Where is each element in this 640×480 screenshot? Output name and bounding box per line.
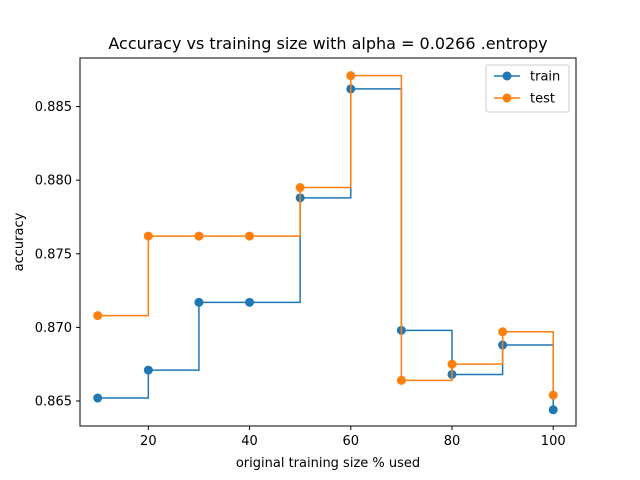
- data-point-test-50: [295, 183, 305, 193]
- legend: train test: [485, 64, 570, 113]
- x-tick-label-80: 80: [444, 434, 461, 449]
- y-axis-label: accuracy: [12, 212, 27, 271]
- data-point-test-100: [548, 390, 558, 400]
- data-point-test-40: [245, 231, 255, 241]
- x-tick-label-40: 40: [241, 434, 258, 449]
- y-tick-label-0: 0.865: [35, 394, 72, 409]
- x-tick-label-20: 20: [140, 434, 157, 449]
- data-point-test-60: [346, 71, 356, 81]
- y-tick-label-1: 0.870: [35, 321, 72, 336]
- data-point-test-30: [194, 231, 204, 241]
- data-point-test-90: [498, 327, 508, 337]
- data-point-train-40: [245, 297, 255, 307]
- y-tick-label-3: 0.880: [35, 174, 72, 189]
- y-axis: 0.865 0.870 0.875 0.880 0.885: [35, 100, 80, 409]
- data-point-test-10: [93, 311, 103, 321]
- x-tick-label-100: 100: [541, 434, 566, 449]
- series-layer: [93, 71, 558, 415]
- legend-marker-train: [502, 71, 512, 81]
- data-point-test-80: [447, 359, 457, 369]
- legend-label-train: train: [530, 70, 560, 85]
- plot-frame: [79, 57, 577, 427]
- x-tick-label-60: 60: [343, 434, 360, 449]
- y-tick-label-4: 0.885: [35, 100, 72, 115]
- legend-label-test: test: [530, 92, 555, 107]
- chart-title: Accuracy vs training size with alpha = 0…: [108, 34, 547, 53]
- data-point-train-20: [143, 365, 153, 375]
- data-point-test-70: [396, 375, 406, 385]
- legend-marker-test: [502, 93, 512, 103]
- data-point-train-30: [194, 297, 204, 307]
- x-axis: 20 40 60 80 100: [140, 426, 566, 449]
- x-axis-label: original training size % used: [236, 456, 420, 471]
- data-point-test-20: [143, 231, 153, 241]
- data-point-train-100: [548, 405, 558, 415]
- data-point-train-10: [93, 393, 103, 403]
- y-tick-label-2: 0.875: [35, 247, 72, 262]
